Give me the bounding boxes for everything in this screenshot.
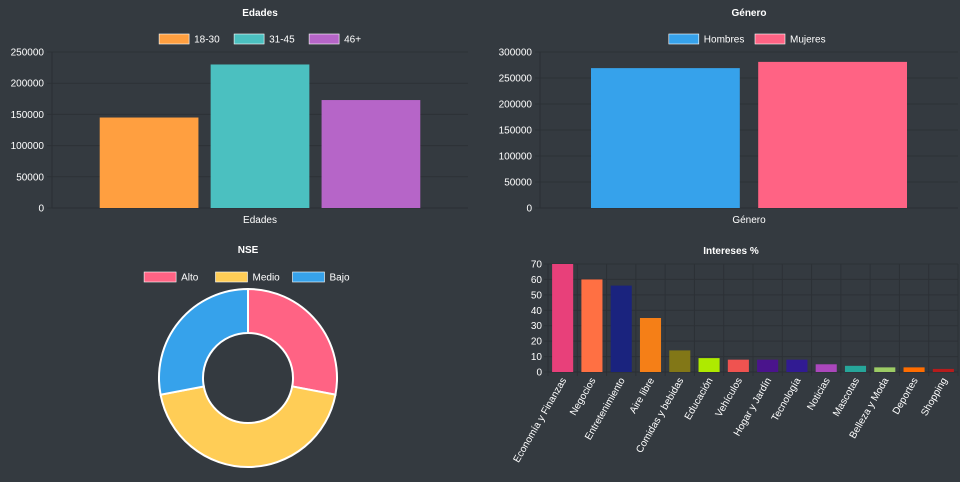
genero-xlabel: Género [732, 215, 766, 226]
genero-chart: Género Hombres Mujeres 0 50000 100000 150000 20… [499, 8, 958, 226]
intereses-xtick-6: Vehículos [714, 376, 745, 419]
genero-title: Género [731, 8, 766, 19]
intereses-bar-5 [698, 358, 720, 372]
edades-legend-label-1: 31-45 [269, 35, 295, 46]
intereses-bar-3 [639, 318, 662, 372]
intereses-bar-7 [757, 359, 779, 372]
nse-slice-0 [247, 287, 338, 396]
intereses-xtick-0: Economía y Finanzas [512, 376, 570, 465]
genero-bar-1 [758, 61, 908, 208]
edades-legend-swatch-2 [308, 33, 340, 45]
nse-legend-swatch-0 [143, 271, 177, 283]
edades-legend-label-2: 46+ [344, 35, 361, 46]
edades-bar-0 [99, 117, 199, 208]
edades-ytick-2: 100000 [11, 141, 45, 152]
edades-legend-label-0: 18-30 [194, 35, 220, 46]
nse-slice-1 [159, 385, 337, 469]
nse-slice-2 [158, 287, 249, 396]
edades-title: Edades [242, 8, 278, 19]
genero-legend-label-0: Hombres [704, 35, 745, 46]
intereses-bar-0 [552, 264, 574, 372]
intereses-chart: Intereses % 0 10 20 30 40 50 60 70 Economía y Fin… [512, 246, 959, 465]
intereses-ytick-6: 60 [531, 275, 543, 286]
edades-bar-2 [321, 100, 421, 208]
intereses-xtick-12: Deportes [891, 376, 921, 417]
genero-legend-label-1: Mujeres [790, 35, 826, 46]
nse-legend-label-2: Bajo [330, 273, 350, 284]
intereses-xtick-9: Noticias [805, 376, 832, 412]
intereses-ytick-4: 40 [531, 306, 543, 317]
intereses-ytick-7: 70 [531, 260, 543, 271]
edades-chart: Edades 18-30 31-45 46+ 0 50000 100000 150000 200… [11, 8, 468, 226]
genero-legend-swatch-1 [754, 33, 786, 45]
genero-bar-0 [590, 68, 740, 209]
intereses-xtick-10: Mascotas [831, 376, 862, 419]
intereses-bar-8 [786, 359, 808, 372]
intereses-xtick-5: Educación [683, 376, 716, 422]
edades-ytick-3: 150000 [11, 110, 45, 121]
edades-xlabel: Edades [243, 215, 277, 226]
edades-bar-1 [210, 64, 310, 208]
genero-legend-swatch-0 [668, 33, 700, 45]
intereses-bar-1 [581, 279, 603, 372]
intereses-xtick-13: Shopping [919, 376, 950, 418]
intereses-ytick-1: 10 [531, 352, 543, 363]
intereses-bar-11 [874, 367, 896, 372]
nse-chart: NSE Alto Medio Bajo [143, 245, 350, 469]
edades-ytick-4: 200000 [11, 79, 45, 90]
edades-ytick-5: 250000 [11, 48, 45, 59]
nse-legend-label-1: Medio [253, 273, 281, 284]
genero-ytick-5: 250000 [499, 74, 533, 85]
genero-ytick-6: 300000 [499, 48, 533, 59]
nse-legend-label-0: Alto [181, 273, 199, 284]
intereses-ytick-2: 20 [531, 337, 543, 348]
genero-ytick-2: 100000 [499, 152, 533, 163]
intereses-bar-2 [610, 285, 632, 372]
intereses-xtick-8: Tecnología [770, 376, 804, 424]
edades-legend-swatch-0 [158, 33, 190, 45]
genero-ytick-3: 150000 [499, 126, 533, 137]
edades-ytick-0: 0 [38, 204, 44, 215]
intereses-bar-6 [727, 359, 749, 372]
intereses-ytick-5: 50 [531, 290, 543, 301]
intereses-ytick-3: 30 [531, 321, 543, 332]
intereses-title: Intereses % [703, 246, 759, 257]
intereses-xtick-1: Negocios [568, 376, 598, 418]
intereses-bar-12 [903, 367, 925, 372]
edades-ytick-1: 50000 [16, 172, 44, 183]
intereses-bar-10 [844, 365, 867, 372]
intereses-bar-4 [669, 350, 691, 372]
genero-ytick-0: 0 [526, 204, 532, 215]
intereses-bar-9 [815, 364, 837, 372]
genero-ytick-4: 200000 [499, 100, 533, 111]
nse-legend-swatch-1 [215, 271, 248, 283]
intereses-ytick-0: 0 [536, 368, 542, 379]
intereses-xtick-3: Aire libre [628, 376, 657, 416]
nse-title: NSE [238, 245, 259, 256]
edades-legend-swatch-1 [233, 33, 265, 45]
nse-legend-swatch-2 [292, 271, 325, 283]
genero-ytick-1: 50000 [504, 178, 532, 189]
intereses-bar-13 [932, 368, 954, 372]
